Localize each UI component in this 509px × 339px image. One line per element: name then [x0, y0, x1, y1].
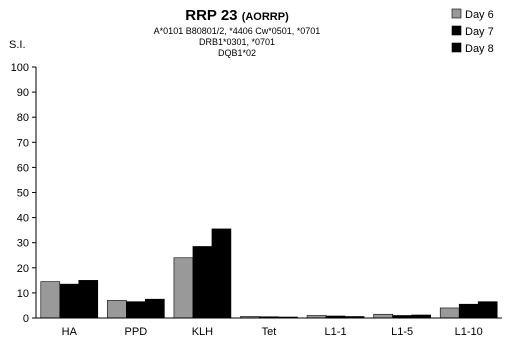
legend-label: Day 6 — [465, 9, 494, 21]
x-tick-label: PPD — [125, 326, 148, 338]
bar-day-7-klh — [192, 246, 213, 319]
legend-label: Day 8 — [465, 43, 494, 55]
legend-swatch — [451, 25, 462, 36]
y-tick-label: 10 — [17, 288, 29, 300]
bar-day-7-ppd — [126, 301, 146, 319]
bar-day-6-l1-5 — [373, 313, 393, 319]
bar-day-8-ha — [78, 280, 99, 319]
y-tick-label: 30 — [17, 238, 29, 250]
bar-day-8-ppd — [145, 298, 165, 319]
bar-day-8-klh — [211, 228, 232, 319]
y-tick-label: 80 — [17, 112, 29, 124]
chart-title: RRP 23 (AORRP) — [185, 7, 289, 24]
x-tick-label: L1-10 — [455, 326, 483, 338]
y-tick-label: 40 — [17, 213, 29, 225]
y-tick-label: 60 — [17, 162, 29, 174]
bar-day-6-ppd — [107, 300, 127, 319]
y-tick-label: 50 — [17, 188, 29, 200]
y-tick-label: 0 — [23, 313, 29, 325]
x-tick-label: Tet — [262, 326, 277, 338]
legend-label: Day 7 — [465, 26, 494, 38]
legend-swatch — [451, 8, 462, 19]
bars — [40, 228, 498, 319]
x-tick-label: HA — [62, 326, 78, 338]
y-tick-label: 70 — [17, 137, 29, 149]
chart-title-block: RRP 23 (AORRP) A*0101 B80801/2, *4406 Cw… — [154, 7, 321, 58]
bar-day-7-l1-10 — [458, 303, 479, 319]
chart-subtitle-line-3: DQB1*02 — [218, 48, 256, 58]
y-tick-label: 100 — [11, 62, 29, 74]
x-tick-label: KLH — [192, 326, 213, 338]
y-tick-label: 20 — [17, 263, 29, 275]
chart-subtitle-line-2: DRB1*0301, *0701 — [199, 37, 275, 47]
y-tick-label: 90 — [17, 87, 29, 99]
legend-swatch — [451, 42, 462, 53]
y-axis-label: S.I. — [9, 39, 26, 51]
chart-title-tag: (AORRP) — [242, 11, 289, 23]
bar-day-8-l1-10 — [477, 301, 498, 319]
bar-day-7-ha — [59, 283, 80, 319]
bar-day-6-l1-10 — [439, 307, 460, 319]
y-axis-ticks: 0 10 20 30 40 50 60 70 80 90 100 — [11, 62, 36, 325]
chart-subtitle-line-1: A*0101 B80801/2, *4406 Cw*0501, *0701 — [154, 26, 321, 36]
legend: Day 6 Day 7 Day 8 — [451, 8, 494, 55]
chart-title-main: RRP 23 — [185, 7, 237, 24]
x-tick-label: L1-1 — [325, 326, 347, 338]
x-axis-tick-labels: HA PPD KLH Tet L1-1 L1-5 L1-10 — [62, 326, 483, 338]
x-tick-label: L1-5 — [391, 326, 413, 338]
bar-day-6-ha — [40, 281, 61, 319]
bar-day-6-klh — [173, 257, 194, 319]
